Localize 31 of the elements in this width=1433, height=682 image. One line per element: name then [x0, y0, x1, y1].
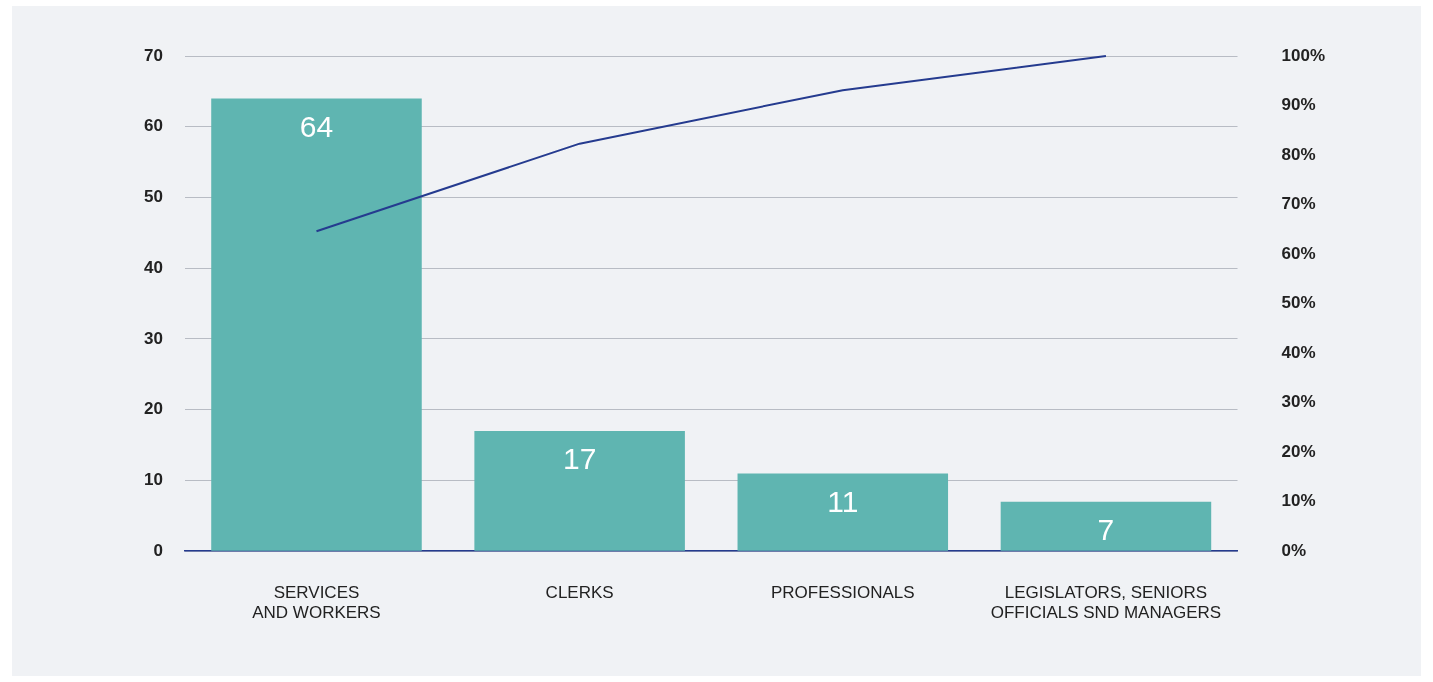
y2-tick-label: 80%: [1281, 144, 1316, 164]
y2-tick-label: 40%: [1281, 342, 1316, 362]
y-tick-label: 60: [143, 116, 163, 136]
data-label: 11: [827, 484, 859, 518]
bar: [1000, 501, 1212, 551]
bar: [737, 473, 949, 551]
y-tick-label: 70: [143, 45, 163, 65]
data-label: 64: [299, 109, 334, 143]
y-tick-label: 40: [143, 257, 163, 277]
y2-tick-label: 20%: [1281, 441, 1316, 461]
bar: [211, 98, 422, 551]
data-label: 7: [1097, 512, 1115, 546]
x-tick-label: CLERKS: [545, 583, 614, 603]
y2-tick-label: 30%: [1281, 392, 1316, 412]
y-tick-label: 20: [143, 399, 163, 419]
y-tick-label: 30: [143, 328, 163, 348]
data-label: 17: [562, 442, 597, 476]
y2-tick-label: 10%: [1281, 491, 1316, 511]
x-tick-label: SERVICES AND WORKERS: [252, 583, 381, 623]
y2-tick-label: 0%: [1281, 540, 1307, 560]
y2-tick-label: 60%: [1281, 243, 1316, 263]
y-tick-label: 50: [143, 187, 163, 207]
y2-tick-label: 90%: [1281, 95, 1316, 115]
y-tick-label: 0: [153, 540, 163, 560]
bar: [474, 430, 685, 551]
y2-tick-label: 70%: [1281, 194, 1316, 214]
x-tick-label: PROFESSIONALS: [770, 583, 915, 603]
y2-tick-label: 50%: [1281, 293, 1316, 313]
y-tick-label: 10: [143, 470, 163, 490]
x-tick-label: LEGISLATORS, SENIORS OFFICIALS SND MANAGERS: [990, 583, 1222, 623]
y2-tick-label: 100%: [1281, 45, 1325, 65]
